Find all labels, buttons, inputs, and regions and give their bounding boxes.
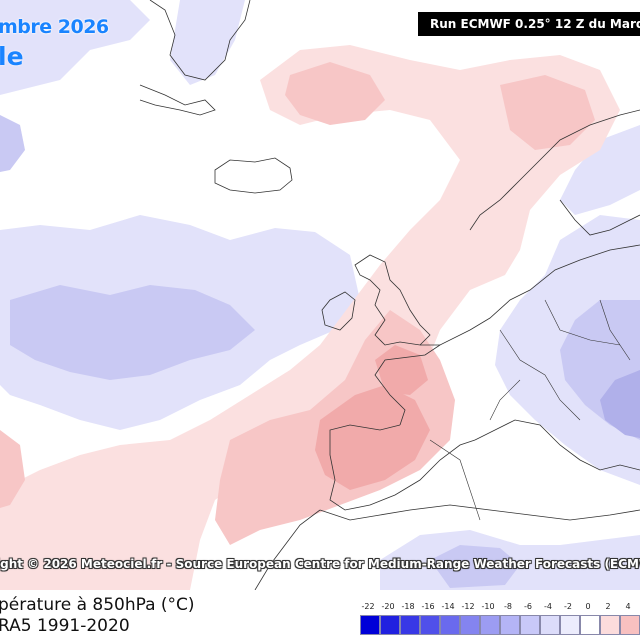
blue-area-greenland-coast bbox=[170, 0, 245, 85]
coastlines bbox=[139, 0, 640, 590]
greenland-east bbox=[139, 84, 216, 116]
red-area-iberia-core bbox=[315, 385, 430, 490]
iceland bbox=[214, 157, 293, 194]
legend-swatch bbox=[580, 615, 600, 635]
legend-swatch bbox=[620, 615, 640, 635]
legend-tick: 2 bbox=[605, 602, 611, 611]
red-area-france-core bbox=[375, 345, 428, 395]
legend-swatch bbox=[360, 615, 380, 635]
legend-swatch bbox=[460, 615, 480, 635]
blue-area-scandinavia bbox=[560, 125, 640, 215]
legend-tick: 0 bbox=[585, 602, 591, 611]
iberia-coast bbox=[329, 424, 476, 511]
anomaly-map bbox=[0, 0, 640, 590]
mediterranean-north bbox=[474, 419, 640, 471]
anomaly-title: le bbox=[0, 42, 24, 71]
positive-anomaly-areas bbox=[0, 45, 620, 590]
country-borders bbox=[429, 299, 631, 521]
blue-area-north-west bbox=[0, 0, 150, 95]
uk-ireland bbox=[354, 254, 431, 346]
norway-coast bbox=[469, 109, 640, 231]
legend-swatch bbox=[500, 615, 520, 635]
europe-coast bbox=[420, 244, 640, 346]
red-area-north bbox=[0, 45, 620, 590]
legend-tick: -22 bbox=[361, 602, 375, 611]
legend-tick: -12 bbox=[461, 602, 475, 611]
legend-tick: -18 bbox=[401, 602, 415, 611]
blue-area-atlantic-core bbox=[10, 285, 255, 380]
red-area-norway bbox=[500, 75, 595, 150]
ireland bbox=[321, 291, 356, 331]
variable-label: pérature à 850hPa (°C) bbox=[0, 595, 195, 615]
legend-tick: -16 bbox=[421, 602, 435, 611]
blue-area-africa-core bbox=[430, 545, 520, 588]
legend-tick-labels: -22-20-18-16-14-12-10-8-6-4-20246 bbox=[360, 602, 640, 614]
blue-area-balkans bbox=[600, 370, 640, 438]
legend-swatch bbox=[520, 615, 540, 635]
africa-west bbox=[254, 509, 321, 590]
france-coast bbox=[374, 344, 441, 426]
legend-swatch bbox=[440, 615, 460, 635]
copyright-text: ight © 2026 Meteociel.fr - Source Europe… bbox=[0, 557, 640, 571]
legend-swatch bbox=[380, 615, 400, 635]
reference-period-label: RA5 1991-2020 bbox=[0, 616, 130, 636]
legend-swatch bbox=[420, 615, 440, 635]
red-area-ne-atlantic bbox=[0, 430, 25, 508]
color-legend bbox=[360, 615, 640, 635]
legend-swatch bbox=[600, 615, 620, 635]
forecast-date-title: mbre 2026 bbox=[0, 16, 109, 38]
legend-tick: -4 bbox=[544, 602, 552, 611]
blue-area-west-edge bbox=[0, 115, 25, 172]
legend-swatch bbox=[540, 615, 560, 635]
run-info-box: Run ECMWF 0.25° 12 Z du Mardi bbox=[418, 12, 640, 36]
greenland-coast bbox=[149, 0, 251, 81]
legend-tick: 4 bbox=[625, 602, 631, 611]
legend-tick: -14 bbox=[441, 602, 455, 611]
legend-tick: -6 bbox=[524, 602, 532, 611]
legend-tick: -2 bbox=[564, 602, 572, 611]
red-area-norwegian-sea bbox=[285, 62, 385, 125]
legend-tick: -10 bbox=[481, 602, 495, 611]
baltic-coast bbox=[559, 199, 640, 236]
africa-coast bbox=[319, 504, 640, 521]
legend-swatch bbox=[480, 615, 500, 635]
legend-swatch bbox=[560, 615, 580, 635]
legend-tick: -8 bbox=[504, 602, 512, 611]
negative-anomaly-areas bbox=[0, 0, 640, 590]
legend-swatch bbox=[400, 615, 420, 635]
legend-tick: -20 bbox=[381, 602, 395, 611]
